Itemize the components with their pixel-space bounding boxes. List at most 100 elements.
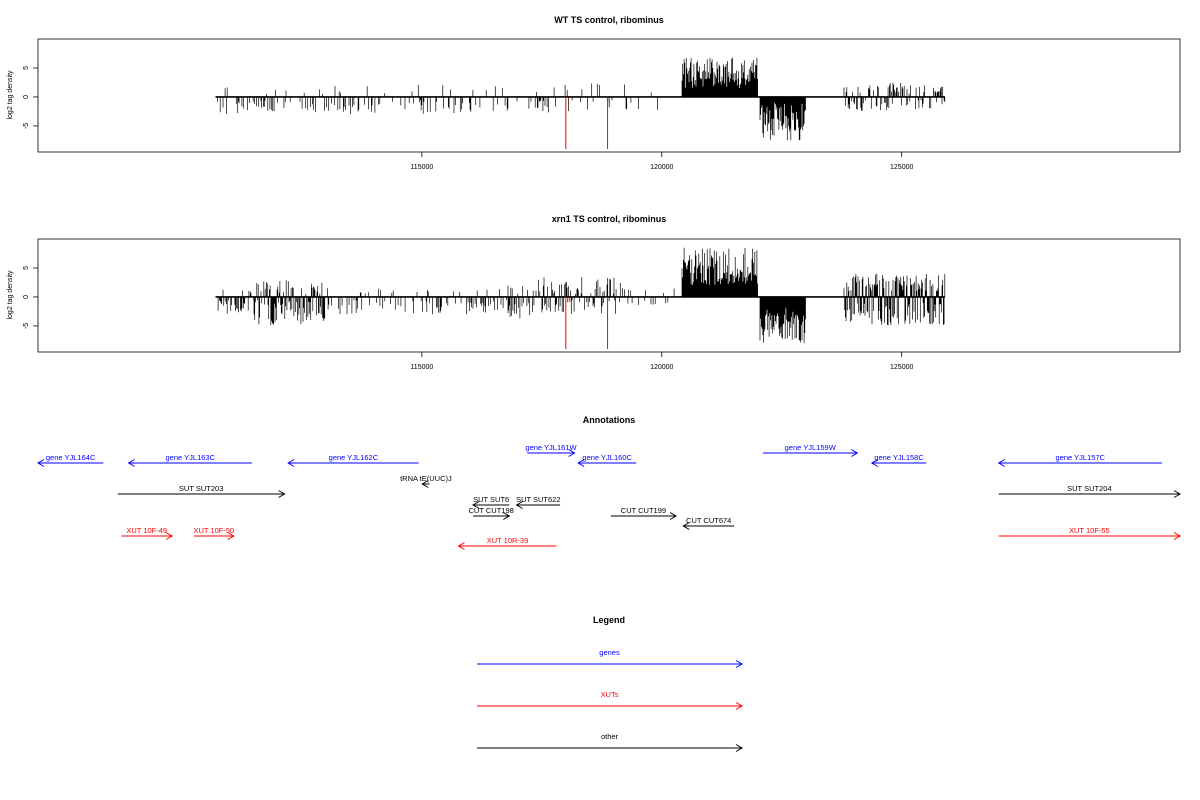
arrow-head [997, 459, 1005, 467]
plot-frame [37, 38, 1181, 153]
y-tick-label: -5 [23, 123, 30, 129]
panel-title: xrn1 TS control, ribominus [552, 214, 667, 224]
legend-label: XUTs [601, 690, 619, 699]
coverage-bars [215, 247, 946, 349]
annotation-feature: SUT SUT203 [117, 484, 286, 498]
annotation-features: gene YJL164C gene YJL163C gene YJL162C gene… [37, 443, 1181, 550]
annotation-label: SUT SUT622 [516, 495, 560, 504]
annotation-feature: gene YJL161W [525, 443, 577, 457]
legend-item-genes: genes [477, 648, 743, 668]
legend-label: genes [599, 648, 620, 657]
annotation-feature: gene YJL159W [763, 443, 859, 457]
annotation-label: gene YJL163C [166, 453, 216, 462]
annotation-label: gene YJL159W [785, 443, 837, 452]
coverage-bar-path [217, 57, 946, 141]
annotation-feature: XUT 10R-39 [457, 536, 557, 550]
annotation-label: tRNA tE(UUC)J [400, 474, 452, 483]
annotation-label: CUT CUT674 [686, 516, 731, 525]
arrow-head [682, 522, 690, 530]
arrow-head [503, 512, 511, 520]
arrow-head [870, 459, 879, 467]
annotation-feature: gene YJL160C [577, 453, 637, 467]
annotation-label: gene YJL162C [329, 453, 379, 462]
annotation-label: XUT 10R-39 [487, 536, 529, 545]
arrow-head [735, 702, 743, 710]
x-tick-label: 125000 [890, 364, 913, 371]
annotation-feature: gene YJL163C [127, 453, 252, 467]
coverage-bars [215, 57, 946, 149]
y-tick-label: 0 [23, 295, 30, 299]
legend-item-xuts: XUTs [477, 690, 743, 710]
arrow-head [457, 542, 465, 550]
y-axis-label: log2 tag density [7, 270, 14, 320]
annotation-feature: SUT SUT204 [998, 484, 1181, 498]
annotation-feature: CUT CUT198 [469, 506, 514, 520]
annotation-feature: gene YJL158C [870, 453, 927, 467]
annotation-label: XUT 10F-49 [126, 526, 167, 535]
annotation-feature: XUT 10F-49 [121, 526, 174, 540]
annotation-label: gene YJL158C [874, 453, 924, 462]
arrow-head [421, 480, 429, 488]
annotation-label: gene YJL164C [46, 453, 96, 462]
annotation-label: XUT 10F-50 [193, 526, 234, 535]
annotations-title: Annotations [583, 415, 636, 425]
legend-item-other: other [477, 732, 743, 752]
arrow-head [1173, 490, 1181, 498]
legend-panel: Legend genes XUTs other [477, 615, 743, 752]
annotation-label: SUT SUT6 [473, 495, 509, 504]
y-axis-label: log2 tag density [7, 70, 14, 120]
xrn1-coverage-panel: xrn1 TS control, ribominus log2 tag dens… [7, 214, 1181, 371]
arrow-head [735, 744, 743, 752]
y-tick-label: 5 [23, 266, 30, 270]
arrow-head [227, 532, 235, 540]
annotation-label: CUT CUT199 [621, 506, 666, 515]
arrow-head [278, 490, 286, 498]
annotation-label: CUT CUT198 [469, 506, 514, 515]
arrow-head [127, 459, 135, 467]
annotation-label: gene YJL160C [582, 453, 632, 462]
y-tick-label: -5 [23, 323, 30, 329]
annotation-feature: gene YJL162C [287, 453, 419, 467]
plot-frame [37, 238, 1181, 353]
arrow-head [735, 660, 743, 668]
legend-title: Legend [593, 615, 625, 625]
arrow-head [851, 449, 859, 457]
annotation-feature: gene YJL164C [37, 453, 104, 467]
x-tick-label: 115000 [410, 364, 433, 371]
arrow-head [515, 501, 523, 509]
annotation-feature: gene YJL157C [997, 453, 1162, 467]
annotation-label: SUT SUT204 [1067, 484, 1111, 493]
arrow-head [1173, 532, 1181, 540]
arrow-head [165, 532, 174, 540]
coverage-bar-path [217, 247, 946, 344]
x-tick-label: 120000 [650, 164, 673, 171]
axes: 115000 120000 125000 -5 0 5 [23, 266, 913, 371]
legend-items: genes XUTs other [477, 648, 743, 752]
y-tick-label: 0 [23, 95, 30, 99]
x-tick-label: 120000 [650, 364, 673, 371]
arrow-head [287, 459, 295, 467]
arrow-head [577, 459, 585, 467]
annotation-label: XUT 10F-55 [1069, 526, 1110, 535]
x-tick-label: 125000 [890, 164, 913, 171]
arrow-head [568, 449, 576, 457]
wt-coverage-panel: WT TS control, ribominus log2 tag densit… [7, 15, 1181, 171]
y-tick-label: 5 [23, 66, 30, 70]
annotation-feature: CUT CUT674 [682, 516, 735, 530]
arrow-head [472, 501, 480, 509]
annotations-panel: Annotations gene YJL164C gene YJL163C gene… [37, 415, 1181, 550]
legend-label: other [601, 732, 619, 741]
annotation-label: gene YJL161W [525, 443, 577, 452]
annotation-feature: CUT CUT199 [610, 506, 678, 520]
arrow-head [37, 459, 45, 467]
arrow-head [669, 512, 678, 520]
annotation-feature: XUT 10F-50 [193, 526, 235, 540]
annotation-label: gene YJL157C [1056, 453, 1106, 462]
axes: 115000 120000 125000 -5 0 5 [23, 66, 913, 171]
annotation-feature: tRNA tE(UUC)J [400, 474, 452, 488]
annotation-label: SUT SUT203 [179, 484, 223, 493]
panel-title: WT TS control, ribominus [554, 15, 664, 25]
annotation-feature: SUT SUT6 [472, 495, 510, 509]
annotation-feature: XUT 10F-55 [998, 526, 1181, 540]
